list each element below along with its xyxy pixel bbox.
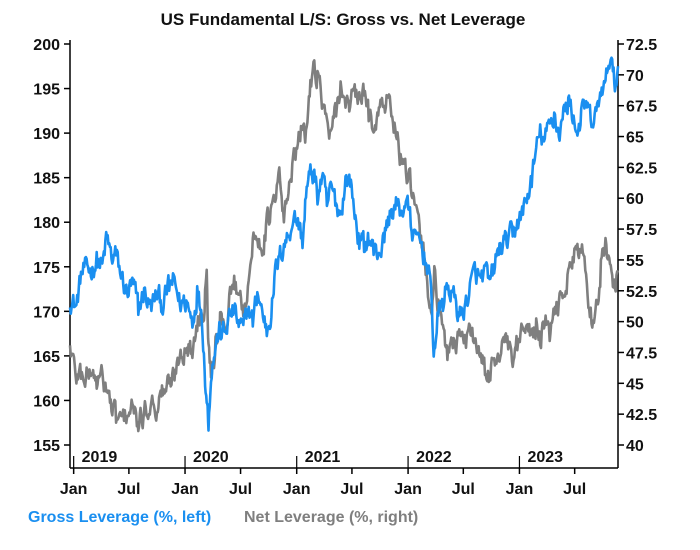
chart-axes: 155 160 165 170 175 180 185 190 195 200 40 42.5 45 47… [33,37,657,498]
left-tick-label: 190 [33,126,60,143]
year-label: 2022 [416,449,452,466]
left-tick-label: 195 [33,82,60,99]
right-tick-label: 52.5 [626,284,657,301]
x-tick-label: Jul [452,481,475,498]
right-tick-label: 67.5 [626,99,657,116]
x-tick-label: Jul [229,481,252,498]
x-tick-label: Jan [506,481,534,498]
left-tick-label: 155 [33,438,60,455]
left-tick-label: 170 [33,304,60,321]
left-tick-label: 180 [33,215,60,232]
year-label: 2023 [527,449,563,466]
x-tick-label: Jul [563,481,586,498]
right-tick-label: 42.5 [626,407,657,424]
left-tick-label: 185 [33,171,60,188]
right-tick-label: 65 [626,130,644,147]
right-tick-label: 57.5 [626,222,657,239]
left-tick-label: 160 [33,393,60,410]
x-tick-label: Jul [340,481,363,498]
left-tick-label: 200 [33,37,60,54]
x-tick-label: Jan [283,481,311,498]
right-tick-label: 55 [626,253,644,270]
legend-gross-leverage: Gross Leverage (%, left) [28,509,211,526]
right-tick-label: 60 [626,191,644,208]
right-tick-label: 72.5 [626,37,657,54]
chart-title: US Fundamental L/S: Gross vs. Net Levera… [161,10,526,29]
left-tick-label: 175 [33,260,60,277]
chart-lines [68,56,620,433]
year-label: 2019 [82,449,118,466]
year-label: 2021 [305,449,341,466]
x-tick-label: Jan [394,481,422,498]
right-tick-label: 47.5 [626,345,657,362]
x-tick-label: Jan [60,481,88,498]
right-tick-label: 40 [626,438,644,455]
right-tick-label: 50 [626,315,644,332]
right-tick-label: 62.5 [626,160,657,177]
right-tick-label: 70 [626,68,644,85]
x-tick-label: Jul [117,481,140,498]
gross-leverage-line [68,56,620,432]
chart-legend: Gross Leverage (%, left) Net Leverage (%,… [28,509,418,526]
left-tick-label: 165 [33,349,60,366]
year-label: 2020 [193,449,229,466]
x-tick-label: Jan [171,481,199,498]
right-tick-label: 45 [626,376,644,393]
legend-net-leverage: Net Leverage (%, right) [244,509,418,526]
net-leverage-line [68,59,619,433]
